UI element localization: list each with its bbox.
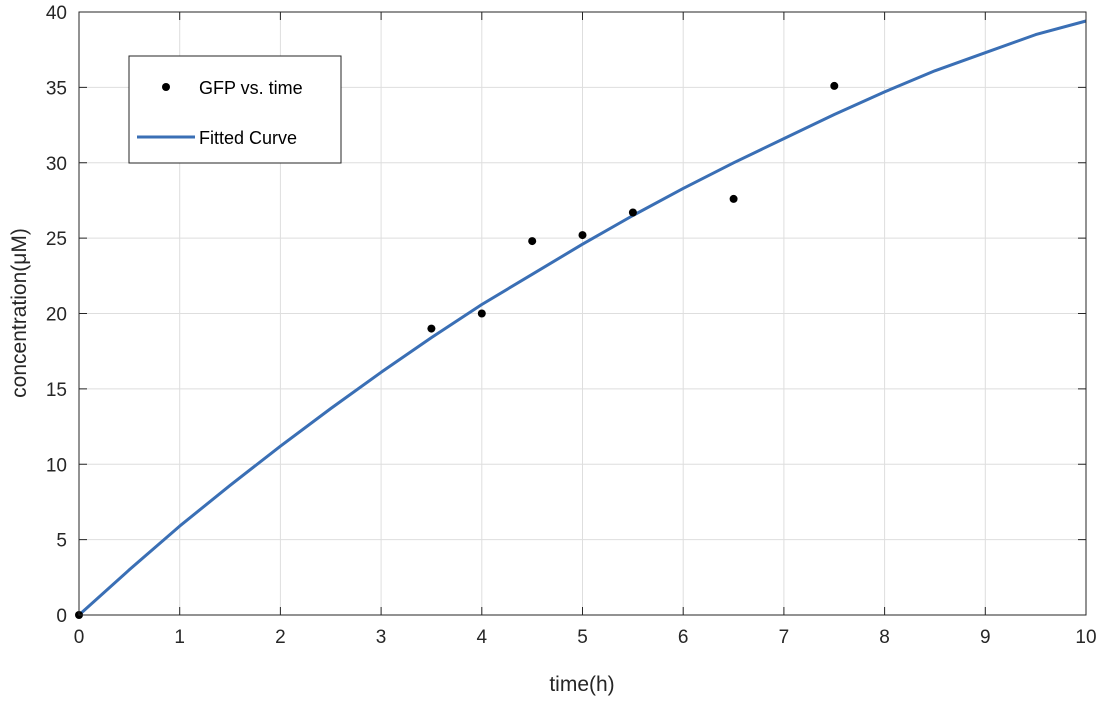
x-tick-label: 4 [477, 627, 488, 648]
x-tick-label: 0 [74, 627, 85, 648]
x-tick-label: 7 [779, 627, 790, 648]
x-axis-ticks: 0 1 2 3 4 5 6 7 8 9 10 [74, 12, 1097, 648]
y-tick-label: 5 [56, 531, 67, 552]
legend-label-fit: Fitted Curve [199, 128, 297, 148]
legend-label-gfp: GFP vs. time [199, 78, 303, 98]
data-point [528, 237, 537, 246]
legend-marker-gfp [162, 83, 170, 91]
data-point [729, 194, 738, 203]
y-tick-label: 20 [46, 305, 67, 326]
x-tick-label: 2 [275, 627, 286, 648]
data-point [628, 208, 637, 217]
fitted-curve-line [77, 19, 1087, 617]
x-tick-label: 8 [879, 627, 890, 648]
legend: GFP vs. time Fitted Curve [128, 55, 342, 164]
x-tick-label: 1 [174, 627, 185, 648]
data-point [578, 231, 587, 240]
x-tick-label: 9 [980, 627, 991, 648]
legend-box [128, 55, 342, 164]
x-tick-label: 6 [678, 627, 689, 648]
y-tick-label: 15 [46, 380, 67, 401]
x-axis-label: time(h) [549, 673, 614, 696]
data-point [477, 309, 486, 318]
y-tick-label: 25 [46, 229, 67, 250]
y-tick-label: 30 [46, 154, 67, 175]
x-tick-label: 5 [577, 627, 588, 648]
y-tick-label: 0 [56, 606, 67, 627]
plot-lines [77, 19, 1087, 617]
y-tick-label: 35 [46, 78, 67, 99]
x-tick-label: 10 [1075, 627, 1096, 648]
y-axis-label: concentration(μM) [8, 228, 31, 398]
plot-points [75, 81, 839, 619]
data-point [830, 81, 839, 90]
y-tick-label: 40 [46, 3, 67, 24]
y-tick-label: 10 [46, 455, 67, 476]
data-point [427, 324, 436, 333]
y-axis-ticks: 0 5 10 15 20 25 30 35 40 [46, 3, 1086, 627]
x-tick-label: 3 [376, 627, 387, 648]
